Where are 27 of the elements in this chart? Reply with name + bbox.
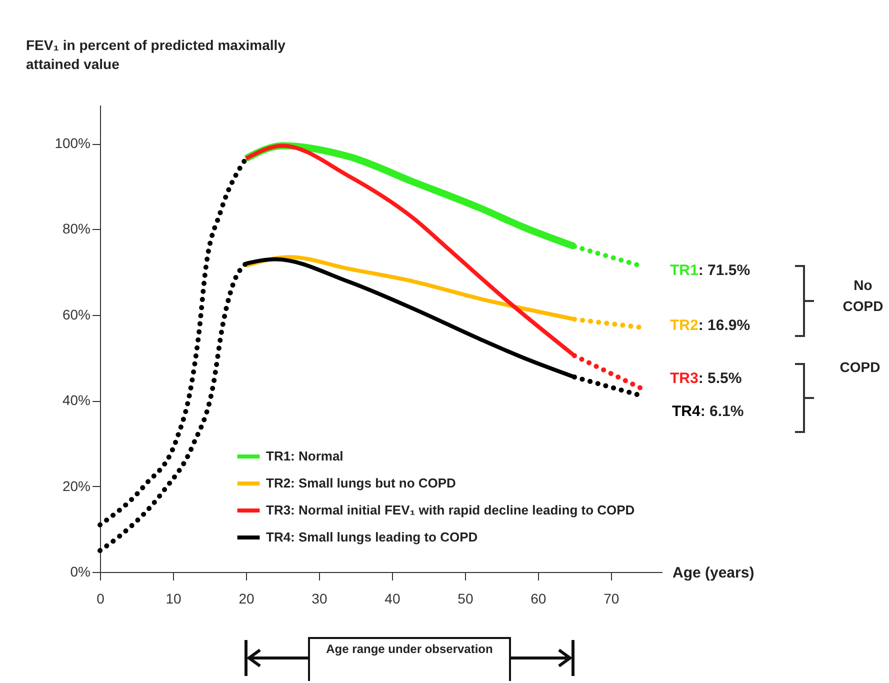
y-tick-label: 80%	[62, 220, 90, 237]
x-tick-label: 70	[604, 590, 620, 606]
text: TR1: 71.5%	[670, 262, 750, 279]
legend-label: TR4: Small lungs leading to COPD	[266, 530, 478, 544]
y-tick-label: 40%	[62, 392, 90, 408]
text: Age range under observation	[308, 637, 511, 681]
x-tick-label: 50	[458, 590, 474, 606]
text: TR3: 5.5%	[670, 370, 742, 387]
x-tick-label: 60	[530, 590, 546, 606]
x-tick-label: 40	[384, 590, 400, 606]
text: TR4: 6.1%	[672, 403, 744, 420]
text: No COPD	[842, 276, 884, 316]
legend-label: TR2: Small lungs but no COPD	[266, 476, 456, 490]
x-tick-label: 0	[96, 590, 105, 606]
x-tick-label: 30	[312, 590, 328, 606]
x-tick-label: 20	[238, 590, 254, 606]
y-tick-label: 60%	[62, 306, 90, 322]
y-axis-title: FEV₁ in percent of predicted maximally attained value	[26, 36, 286, 74]
y-tick-label: 100%	[54, 135, 90, 152]
y-tick-label: 0%	[70, 564, 90, 580]
legend-label: TR1: Normal	[266, 448, 344, 464]
text: COPD	[838, 358, 882, 377]
legend-label: TR3: Normal initial FEV₁ with rapid decline leading to COPD	[266, 502, 635, 518]
y-tick-label: 20%	[62, 478, 90, 494]
text: TR2: 16.9%	[670, 317, 750, 334]
x-axis-title: Age (years)	[672, 564, 754, 582]
x-tick-label: 10	[166, 590, 182, 606]
